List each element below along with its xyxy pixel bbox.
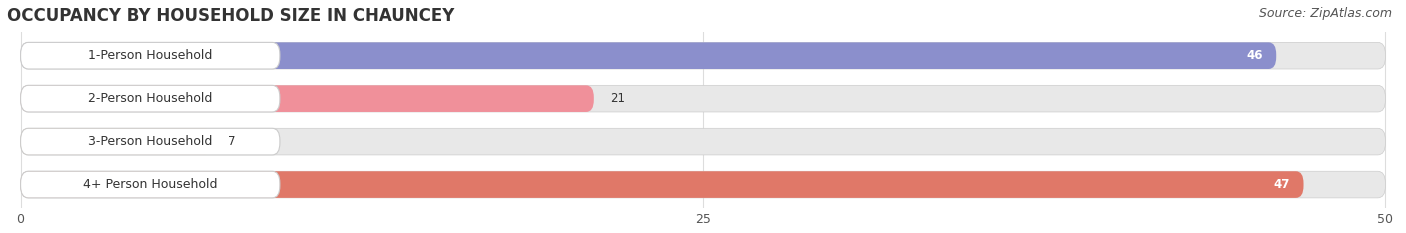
Text: Source: ZipAtlas.com: Source: ZipAtlas.com [1258,7,1392,20]
Text: 7: 7 [228,135,236,148]
FancyBboxPatch shape [21,171,280,198]
FancyBboxPatch shape [21,171,1303,198]
FancyBboxPatch shape [21,42,1277,69]
FancyBboxPatch shape [21,42,1385,69]
FancyBboxPatch shape [21,85,1385,112]
Text: 21: 21 [610,92,626,105]
Text: OCCUPANCY BY HOUSEHOLD SIZE IN CHAUNCEY: OCCUPANCY BY HOUSEHOLD SIZE IN CHAUNCEY [7,7,454,25]
Text: 4+ Person Household: 4+ Person Household [83,178,218,191]
FancyBboxPatch shape [21,42,280,69]
Text: 2-Person Household: 2-Person Household [89,92,212,105]
Text: 1-Person Household: 1-Person Household [89,49,212,62]
Text: 3-Person Household: 3-Person Household [89,135,212,148]
FancyBboxPatch shape [21,85,593,112]
Text: 46: 46 [1246,49,1263,62]
FancyBboxPatch shape [21,85,280,112]
FancyBboxPatch shape [21,128,280,155]
FancyBboxPatch shape [21,128,212,155]
Text: 47: 47 [1274,178,1289,191]
FancyBboxPatch shape [21,128,1385,155]
FancyBboxPatch shape [21,171,1385,198]
